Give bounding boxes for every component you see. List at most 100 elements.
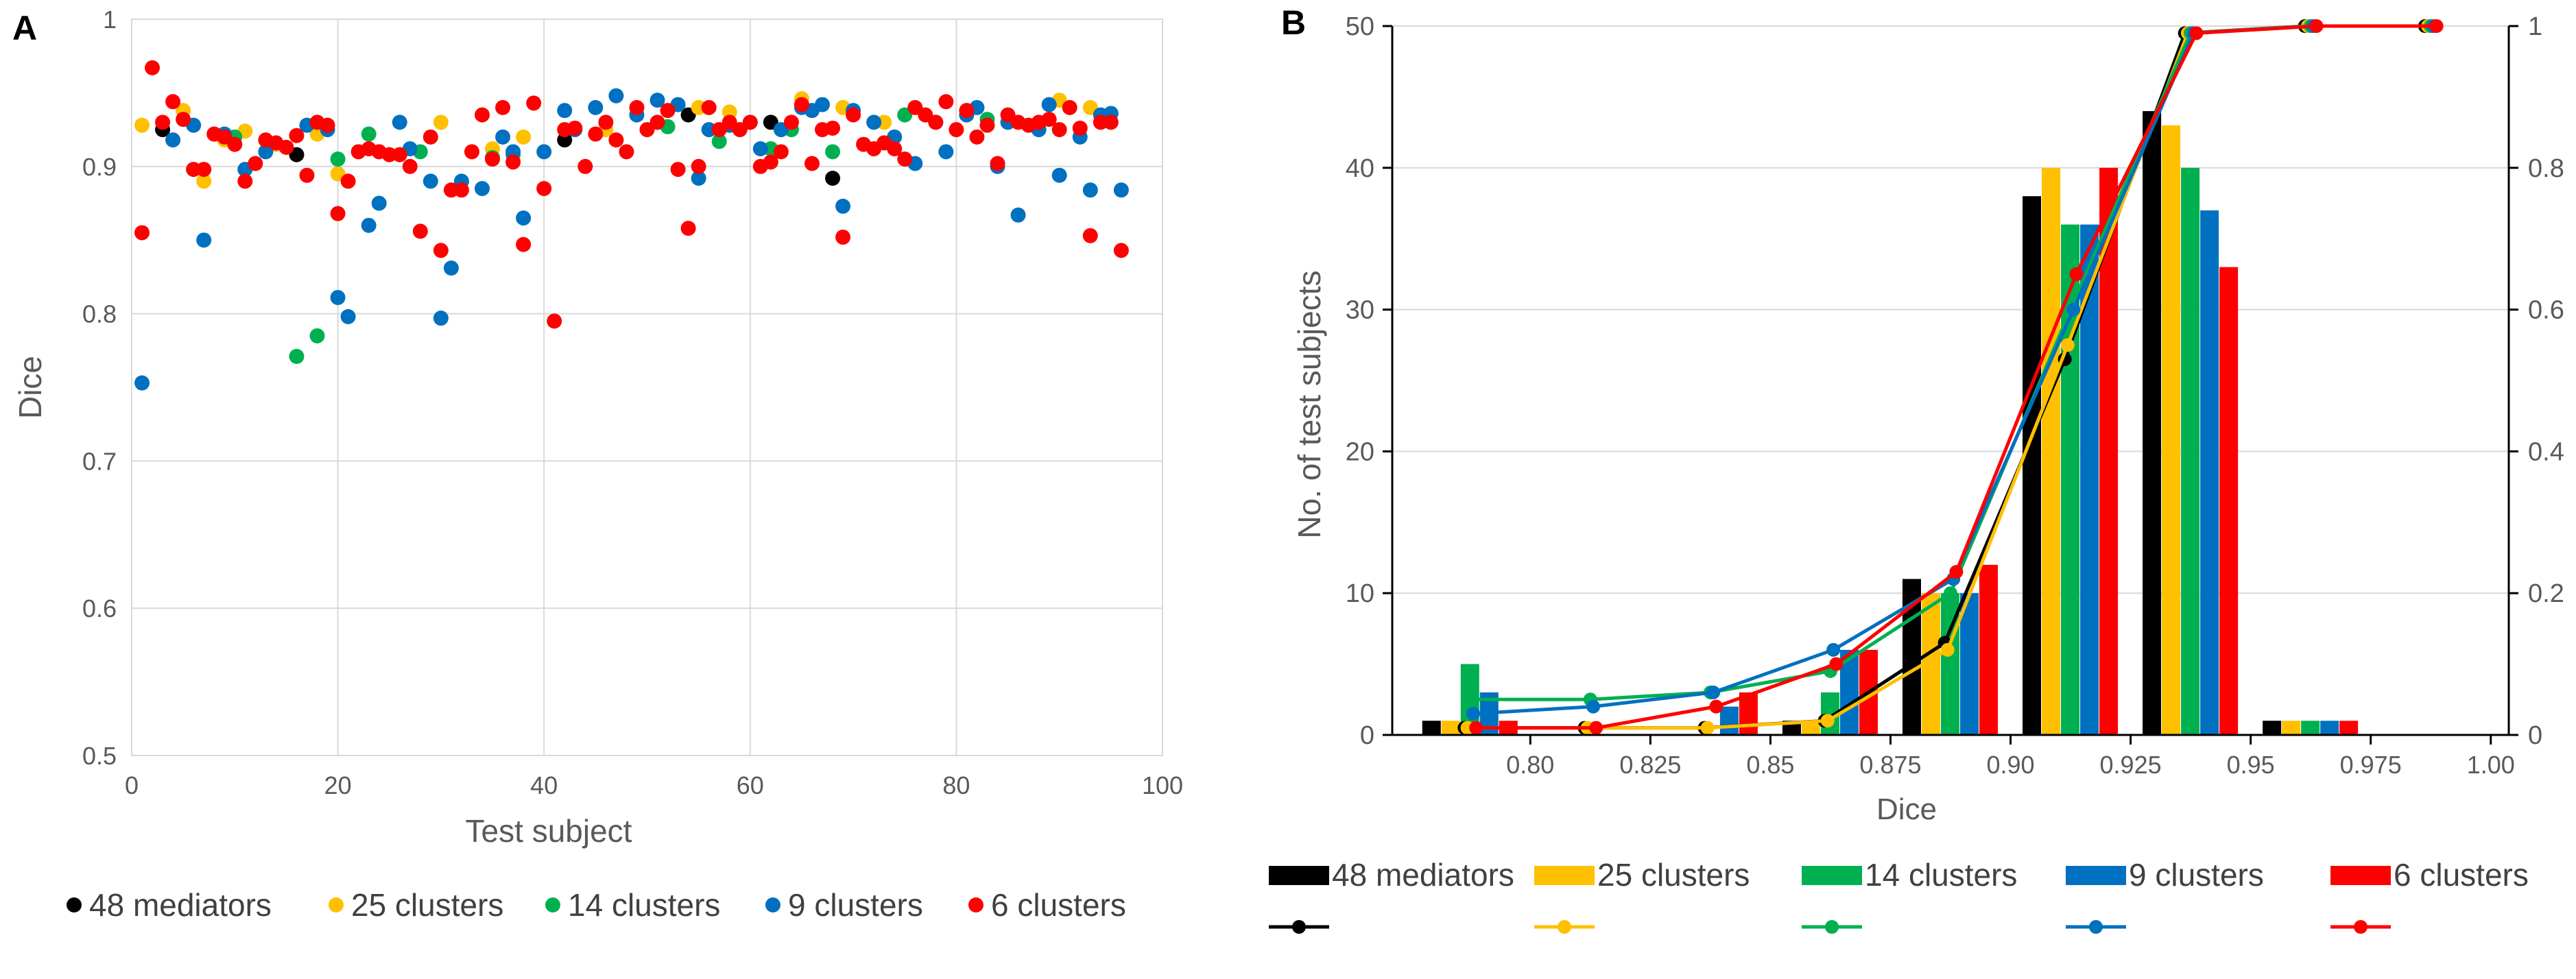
scatter-point	[752, 141, 768, 157]
scatter-x-ticks: 0 20 40 60 80 100	[125, 771, 1183, 799]
scatter-point	[773, 144, 789, 160]
histogram-bar	[2143, 111, 2162, 735]
scatter-point	[691, 158, 706, 174]
scatter-point	[443, 182, 459, 198]
histogram-y-tick-label: 40	[1346, 154, 1374, 183]
cumulative-legend-marker	[2354, 920, 2368, 934]
histogram-legend-swatch	[2066, 866, 2126, 885]
scatter-point	[649, 114, 665, 130]
scatter-point	[1051, 122, 1067, 138]
cumulative-point	[2309, 19, 2324, 33]
histogram-gridlines	[1392, 25, 2509, 594]
scatter-point	[567, 120, 583, 136]
scatter-point	[1113, 243, 1129, 258]
scatter-point	[680, 221, 696, 237]
scatter-point	[876, 114, 892, 130]
panel-b-label: B	[1281, 3, 1306, 42]
cumulative-point	[2429, 19, 2444, 33]
scatter-points	[134, 60, 1129, 391]
cumulative-lines	[1457, 19, 2444, 735]
scatter-point	[186, 162, 202, 178]
histogram-y2-tick-label: 1	[2528, 12, 2542, 41]
scatter-y-tick-label: 0.8	[82, 300, 117, 328]
scatter-point	[835, 198, 851, 214]
histogram-legend-label: 9 clusters	[2129, 857, 2264, 893]
scatter-x-tick-label: 60	[737, 771, 764, 799]
histogram-y2-tick-label: 0.4	[2528, 437, 2564, 466]
cumulative-point	[1949, 565, 1964, 579]
scatter-point	[815, 97, 831, 112]
histogram-y-tick-label: 20	[1346, 437, 1374, 466]
scatter-point	[165, 132, 181, 148]
cumulative-point	[2189, 26, 2204, 40]
histogram-bar	[1979, 564, 1999, 735]
cumulative-point	[1829, 657, 1844, 671]
histogram-x-tick-label: 0.925	[2100, 751, 2162, 779]
scatter-point	[1113, 182, 1129, 198]
scatter-point	[959, 103, 975, 119]
histogram-x-tick-label: 0.80	[1506, 751, 1554, 779]
scatter-point	[938, 94, 954, 110]
cumulative-point	[2060, 338, 2075, 352]
scatter-point	[608, 88, 624, 104]
scatter-legend-label: 48 mediators	[89, 887, 272, 923]
scatter-point	[340, 309, 356, 324]
scatter-point	[588, 99, 604, 115]
scatter-point	[1051, 167, 1067, 183]
histogram-x-ticks: 0.80 0.825 0.85 0.875 0.90 0.925 0.95 0.975 1.00	[1506, 751, 2515, 779]
scatter-point	[392, 147, 407, 162]
scatter-legend-label: 25 clusters	[351, 887, 503, 923]
scatter-point	[887, 141, 903, 157]
panel-a-label: A	[12, 9, 37, 47]
scatter-y-tick-label: 0.6	[82, 594, 117, 623]
scatter-point	[711, 134, 727, 149]
histogram-bar	[2219, 267, 2239, 735]
scatter-point	[361, 126, 377, 142]
histogram-y-tick-label: 10	[1346, 579, 1374, 608]
scatter-x-tick-label: 0	[125, 771, 139, 799]
scatter-point	[495, 99, 511, 115]
histogram-bar	[2099, 167, 2119, 736]
scatter-point	[422, 173, 438, 189]
scatter-point	[1072, 120, 1088, 136]
scatter-point	[176, 112, 191, 128]
histogram-bar	[2162, 125, 2181, 735]
scatter-point	[464, 144, 479, 160]
histogram-x-tick-label: 1.00	[2467, 751, 2515, 779]
scatter-x-tick-label: 40	[530, 771, 558, 799]
histogram-y2-tick-label: 0.6	[2528, 296, 2564, 325]
scatter-point	[783, 114, 799, 130]
histogram-legend-label: 6 clusters	[2394, 857, 2529, 893]
scatter-point	[237, 173, 253, 189]
scatter-point	[1010, 207, 1026, 223]
histogram-y-tick-label: 30	[1346, 296, 1374, 325]
scatter-legend-marker	[765, 897, 780, 912]
cumulative-point	[1466, 706, 1480, 721]
scatter-point	[794, 97, 809, 112]
scatter-point	[433, 243, 449, 258]
scatter-point	[165, 94, 181, 110]
scatter-legend-label: 9 clusters	[788, 887, 923, 923]
histogram-y2-ticks: 0 0.2 0.4 0.6 0.8 1	[2528, 12, 2564, 750]
cumulative-point	[1469, 721, 1483, 735]
histogram-bars	[1422, 111, 2359, 736]
histogram-bar	[1422, 721, 1441, 735]
scatter-point	[536, 181, 552, 197]
scatter-chart: 0.5 0.6 0.7 0.8 0.9 1 0 20 40 60 80 100 Test subje…	[12, 5, 1183, 923]
scatter-point	[1082, 228, 1098, 243]
histogram-axes	[1383, 25, 2518, 745]
scatter-point	[371, 195, 387, 211]
scatter-point	[866, 114, 882, 130]
scatter-point	[453, 182, 469, 198]
scatter-legend-marker	[968, 897, 983, 912]
scatter-point	[598, 114, 614, 130]
histogram-legend-label: 48 mediators	[1332, 857, 1514, 893]
cumulative-point	[1700, 721, 1715, 735]
scatter-point	[330, 152, 346, 167]
scatter-point	[825, 170, 841, 186]
scatter-point	[196, 232, 212, 248]
histogram-y2-tick-label: 0.8	[2528, 154, 2564, 183]
scatter-legend-marker	[545, 897, 560, 912]
scatter-point	[330, 289, 346, 305]
scatter-point	[1062, 99, 1077, 115]
